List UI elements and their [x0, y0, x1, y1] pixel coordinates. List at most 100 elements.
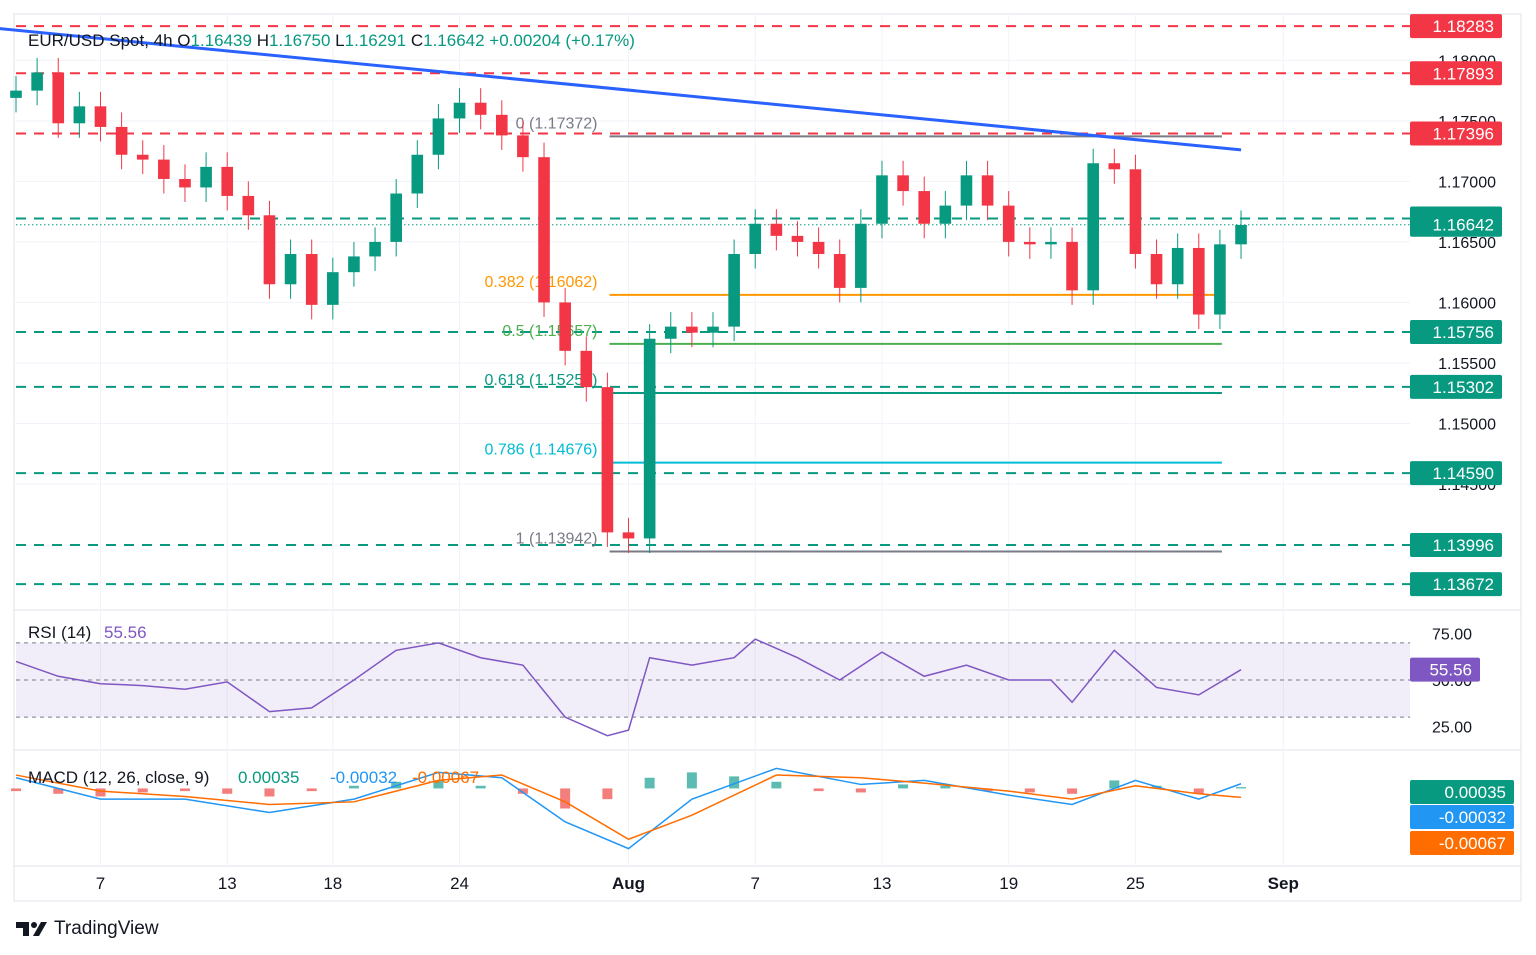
candle	[517, 135, 529, 158]
legend-change: +0.00204 (+0.17%)	[489, 31, 635, 50]
price-level-tag	[1410, 532, 1502, 557]
candle	[348, 256, 360, 273]
x-tick-label: 24	[450, 874, 469, 893]
candle	[664, 326, 677, 339]
candle	[1045, 241, 1057, 245]
x-tick-label: Sep	[1268, 874, 1299, 893]
macd-histogram-bar	[1193, 788, 1204, 794]
candle	[855, 223, 867, 288]
price-level-tag	[1410, 319, 1502, 344]
macd-title: MACD (12, 26, close, 9)	[28, 768, 209, 787]
macd-value: -0.00032	[330, 768, 397, 787]
price-level-tag	[1410, 61, 1502, 86]
macd-histogram-bar	[940, 785, 951, 789]
candle	[453, 102, 466, 119]
macd-histogram-bar	[771, 781, 782, 789]
y-tick-label: 1.17000	[1438, 174, 1496, 191]
candle	[770, 223, 783, 236]
price-level-tag-label: 1.16642	[1433, 216, 1494, 235]
price-level-tag	[1410, 572, 1502, 597]
candle	[263, 215, 276, 285]
candle	[432, 118, 445, 155]
candle	[1171, 247, 1184, 285]
tradingview-logo[interactable]: TradingView	[16, 916, 159, 942]
signal-line	[15, 774, 1242, 841]
candle	[728, 254, 740, 327]
macd-histogram-bar	[306, 788, 317, 792]
rsi-tick-label: 75.00	[1432, 627, 1472, 644]
x-tick-label: 25	[1126, 874, 1145, 893]
x-tick-label: 7	[751, 874, 760, 893]
candle	[242, 195, 255, 216]
price-level-tag-label: 1.13672	[1433, 575, 1494, 594]
price-level-tag	[1410, 212, 1502, 237]
candle	[94, 106, 107, 127]
legend-h-value: 1.16750	[269, 31, 335, 50]
tradingview-logo-icon	[16, 922, 47, 936]
candle	[749, 223, 762, 255]
x-tick-label: Aug	[612, 874, 645, 893]
brand-name: TradingView	[54, 918, 159, 939]
candle	[305, 254, 318, 305]
candle	[1066, 241, 1078, 291]
macd-histogram-bar	[686, 772, 697, 789]
macd-histogram-bar	[95, 788, 106, 797]
candle	[474, 102, 487, 115]
candle	[833, 254, 846, 288]
macd-histogram-bar	[1109, 780, 1120, 789]
candle	[918, 191, 931, 224]
macd-histogram-bar	[53, 788, 64, 794]
macd-histogram-bar	[264, 788, 275, 797]
trend-line	[0, 27, 1242, 152]
candle	[73, 106, 86, 124]
macd-histogram-bar	[517, 788, 528, 794]
candle	[1002, 205, 1015, 242]
price-level-tag-label: 1.17396	[1433, 124, 1494, 143]
candle	[686, 326, 698, 333]
candle	[31, 72, 43, 91]
macd-value: -0.00067	[412, 768, 479, 787]
macd-histogram-bar	[813, 788, 824, 792]
y-tick-label: 1.16000	[1438, 295, 1496, 312]
macd-value-tag-label: -0.00067	[1439, 834, 1506, 853]
candle	[939, 205, 952, 224]
x-tick-label: 13	[873, 874, 892, 893]
candle	[601, 387, 614, 533]
candle	[200, 166, 212, 188]
price-level-tag-label: 1.15756	[1433, 323, 1494, 342]
fib-level-label: 1 (1.13942)	[516, 531, 598, 548]
macd-histogram-bar	[898, 784, 909, 789]
legend-l-value: 1.16291	[345, 31, 411, 50]
rsi-value-tag	[1410, 657, 1480, 682]
legend-h-label: H	[257, 31, 269, 50]
candle	[52, 72, 65, 124]
rsi-title: RSI (14)	[28, 623, 91, 642]
candle	[179, 178, 191, 188]
macd-histogram-bar	[137, 788, 148, 793]
candle	[791, 235, 804, 242]
rsi-value-tag-label: 55.56	[1429, 661, 1472, 680]
legend-l-label: L	[335, 31, 344, 50]
y-tick-label: 1.16500	[1438, 235, 1496, 252]
legend-o-label: O	[177, 31, 190, 50]
candle	[981, 175, 994, 206]
legend-symbol: EUR/USD Spot, 4h	[28, 31, 177, 50]
macd-histogram-bar	[1236, 787, 1247, 789]
macd-histogram-bar	[179, 788, 190, 792]
macd-histogram-bar	[855, 788, 866, 793]
candle	[284, 254, 297, 285]
candle	[390, 193, 402, 242]
macd-value-tag-label: 0.00035	[1445, 783, 1506, 802]
macd-histogram-bar	[602, 788, 613, 800]
macd-histogram-bar	[1067, 788, 1078, 794]
macd-value-tag	[1410, 780, 1514, 804]
x-tick-label: 13	[218, 874, 237, 893]
macd-value: 0.00035	[238, 768, 299, 787]
candle	[158, 159, 170, 179]
macd-histogram-bar	[644, 777, 655, 789]
candle	[876, 175, 888, 224]
fib-level-label: 0.5 (1.15657)	[502, 323, 597, 340]
rsi-tick-label: 25.00	[1432, 719, 1472, 736]
price-level-tag	[1410, 14, 1502, 39]
